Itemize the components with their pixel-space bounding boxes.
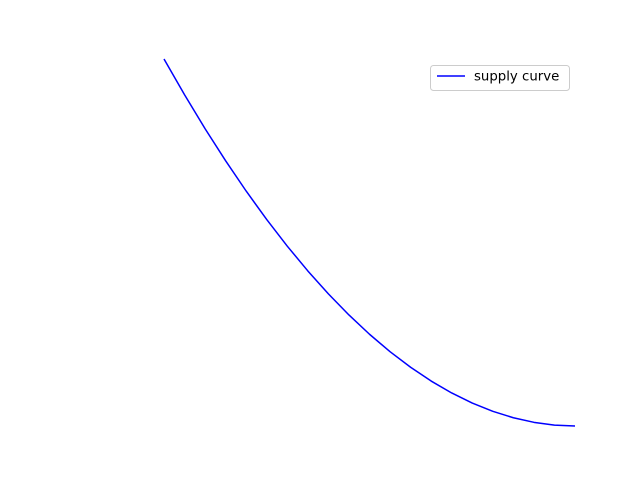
plot-area xyxy=(164,59,575,426)
series-line-supply-curve xyxy=(164,59,575,426)
legend-label-supply-curve: supply curve xyxy=(474,70,559,85)
legend: supply curve xyxy=(431,66,570,91)
